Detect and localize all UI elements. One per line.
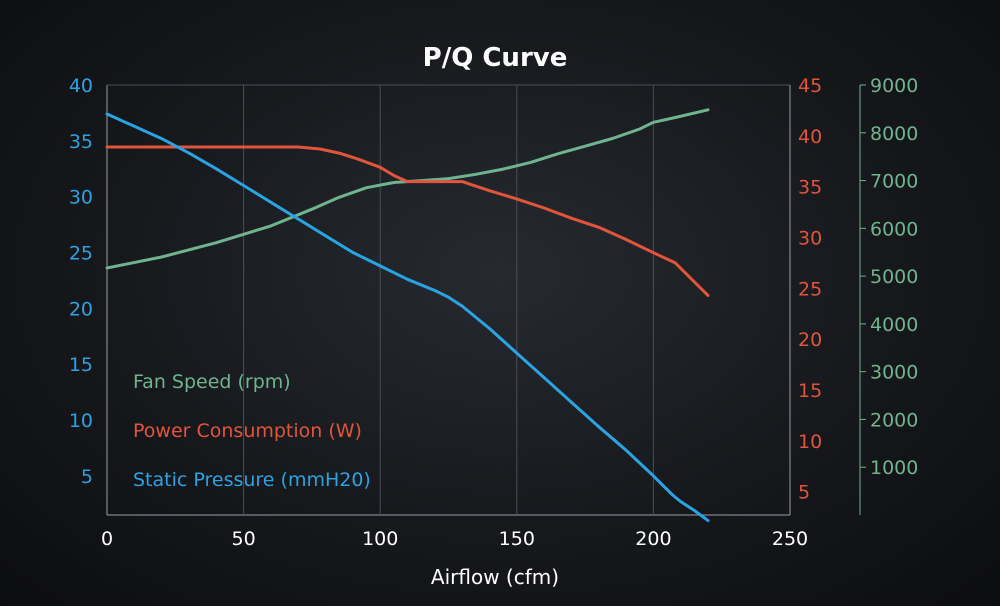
left-axis-tick-label: 20 bbox=[69, 298, 93, 320]
speed-axis-tick-label: 8000 bbox=[870, 123, 918, 145]
legend-entry-power: Power Consumption (W) bbox=[133, 420, 362, 442]
speed-axis-tick-label: 4000 bbox=[870, 314, 918, 336]
speed-axis-tick-label: 6000 bbox=[870, 218, 918, 240]
left-axis-tick-label: 10 bbox=[69, 410, 93, 432]
left-axis-tick-label: 40 bbox=[69, 75, 93, 97]
speed-series-line bbox=[105, 108, 710, 270]
legend-entry-speed: Fan Speed (rpm) bbox=[133, 371, 291, 393]
x-tick-label: 250 bbox=[772, 528, 808, 550]
grid-lines bbox=[106, 84, 791, 516]
speed-axis-tick-label: 1000 bbox=[870, 457, 918, 479]
left-axis-tick-label: 5 bbox=[81, 466, 93, 488]
power-axis-tick-label: 30 bbox=[798, 227, 822, 249]
x-tick-label: 150 bbox=[499, 528, 535, 550]
power-axis-tick-label: 25 bbox=[798, 278, 822, 300]
speed-axis-tick-label: 7000 bbox=[870, 171, 918, 193]
power-axis-tick-label: 45 bbox=[798, 75, 822, 97]
left-axis-tick-label: 35 bbox=[69, 131, 93, 153]
left-axis-tick-label: 30 bbox=[69, 187, 93, 209]
x-tick-label: 200 bbox=[635, 528, 671, 550]
legend: Fan Speed (rpm) Power Consumption (W) Stat… bbox=[133, 371, 371, 491]
x-tick-label: 100 bbox=[362, 528, 398, 550]
power-axis-tick-label: 40 bbox=[798, 126, 822, 148]
power-axis-tick-label: 20 bbox=[798, 329, 822, 351]
power-axis-tick-label: 5 bbox=[798, 482, 810, 504]
pressure-series-line bbox=[105, 112, 710, 523]
speed-axis-tick-label: 9000 bbox=[870, 75, 918, 97]
power-axis-tick-label: 10 bbox=[798, 431, 822, 453]
speed-axis-tick-label: 2000 bbox=[870, 409, 918, 431]
x-tick-label: 0 bbox=[101, 528, 113, 550]
left-axis-tick-label: 25 bbox=[69, 243, 93, 265]
left-axis-tick-label: 15 bbox=[69, 354, 93, 376]
x-tick-label: 50 bbox=[232, 528, 256, 550]
power-axis-tick-label: 15 bbox=[798, 380, 822, 402]
power-axis-tick-label: 35 bbox=[798, 177, 822, 199]
x-axis-label: Airflow (cfm) bbox=[431, 565, 559, 589]
legend-entry-pressure: Static Pressure (mmH20) bbox=[133, 469, 371, 491]
chart-title: P/Q Curve bbox=[423, 43, 568, 73]
series-lines bbox=[105, 108, 710, 523]
axes: 0 50 100 150 200 250 5 10 15 20 25 30 35 40 5 10 15 20 25 3… bbox=[69, 75, 919, 550]
speed-axis-tick-label: 5000 bbox=[870, 266, 918, 288]
power-series-line bbox=[105, 145, 710, 297]
speed-axis-tick-label: 3000 bbox=[870, 362, 918, 384]
